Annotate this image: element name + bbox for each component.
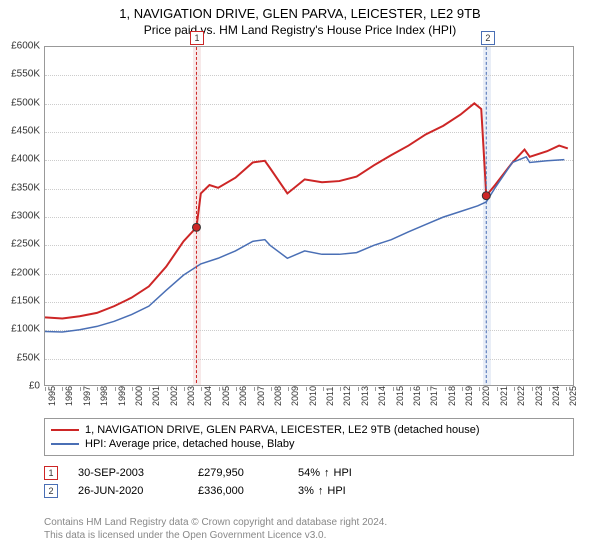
sale-price: £336,000 [198,485,278,497]
sale-hpi: 54% ↑ HPI [298,467,352,479]
x-tick-label: 1995 [47,386,57,406]
x-tick-label: 2013 [360,386,370,406]
y-tick-label: £50K [17,352,40,363]
x-tick-label: 2003 [186,386,196,406]
x-tick-label: 2012 [342,386,352,406]
legend: 1, NAVIGATION DRIVE, GLEN PARVA, LEICEST… [44,418,574,456]
y-tick-label: £0 [29,381,40,392]
legend-item: HPI: Average price, detached house, Blab… [51,437,567,451]
x-tick-label: 2002 [169,386,179,406]
legend-label: HPI: Average price, detached house, Blab… [85,438,295,450]
x-tick-label: 2015 [395,386,405,406]
footer-line-2: This data is licensed under the Open Gov… [44,529,574,542]
x-tick-label: 2008 [273,386,283,406]
chart-svg [45,47,573,385]
legend-swatch [51,429,79,431]
sale-marker-dot [482,192,490,200]
y-axis: £0£50K£100K£150K£200K£250K£300K£350K£400… [0,46,44,386]
y-tick-label: £500K [11,97,40,108]
chart-subtitle: Price paid vs. HM Land Registry's House … [0,21,600,37]
x-tick-label: 2005 [221,386,231,406]
sale-row: 2 26-JUN-2020 £336,000 3% ↑HPI [44,482,574,500]
x-tick-label: 1999 [117,386,127,406]
y-tick-label: £600K [11,41,40,52]
sale-marker-badge: 1 [190,31,204,45]
x-tick-label: 2019 [464,386,474,406]
y-tick-label: £200K [11,267,40,278]
y-tick-label: £550K [11,69,40,80]
x-tick-label: 1996 [64,386,74,406]
legend-swatch [51,443,79,445]
x-tick-label: 2006 [238,386,248,406]
x-tick-label: 2021 [499,386,509,406]
y-tick-label: £350K [11,182,40,193]
x-tick-label: 2022 [516,386,526,406]
sale-date: 26-JUN-2020 [78,485,178,497]
footer-line-1: Contains HM Land Registry data © Crown c… [44,516,574,529]
x-tick-label: 2007 [256,386,266,406]
x-tick-label: 2018 [447,386,457,406]
sale-hpi-label: HPI [327,485,345,497]
x-axis: 1995 1996 1997 1998 1999 2000 2001 2002 2003 2004… [44,388,574,418]
sale-badge: 1 [44,466,58,480]
y-tick-label: £450K [11,126,40,137]
sale-badge: 2 [44,484,58,498]
legend-label: 1, NAVIGATION DRIVE, GLEN PARVA, LEICEST… [85,424,480,436]
y-tick-label: £250K [11,239,40,250]
sales-table: 130-SEP-2003£279,95054%↑HPI226-JUN-2020£… [44,464,574,500]
arrow-up-icon: ↑ [324,467,330,479]
sale-hpi: 3% ↑HPI [298,485,346,497]
y-tick-label: £300K [11,211,40,222]
sale-marker-dot [192,223,200,231]
legend-item: 1, NAVIGATION DRIVE, GLEN PARVA, LEICEST… [51,423,567,437]
x-tick-label: 2011 [325,387,335,406]
sale-price: £279,950 [198,467,278,479]
x-tick-label: 2010 [308,386,318,406]
x-tick-label: 2017 [429,386,439,406]
x-tick-label: 2024 [551,386,561,406]
sale-date: 30-SEP-2003 [78,467,178,479]
x-tick-label: 2000 [134,386,144,406]
sale-hpi-pct: 54% [298,467,320,479]
sale-hpi-pct: 3% [298,485,314,497]
x-tick-label: 2016 [412,386,422,406]
x-tick-label: 1998 [99,386,109,406]
x-tick-label: 2025 [568,386,578,406]
chart-plot-area: 12 [44,46,574,386]
x-tick-label: 2001 [151,386,161,406]
sale-marker-badge: 2 [481,31,495,45]
chart-title: 1, NAVIGATION DRIVE, GLEN PARVA, LEICEST… [0,0,600,21]
footer-attribution: Contains HM Land Registry data © Crown c… [44,516,574,542]
x-tick-label: 2009 [290,386,300,406]
x-tick-label: 2020 [481,386,491,406]
sale-row: 1 30-SEP-2003 £279,950 54% ↑ HPI [44,464,574,482]
sale-hpi-label: HPI [334,467,352,479]
series-line-price_paid [45,103,568,318]
y-tick-label: £400K [11,154,40,165]
x-tick-label: 2014 [377,386,387,406]
x-tick-label: 2004 [203,386,213,406]
y-tick-label: £100K [11,324,40,335]
x-tick-label: 2023 [534,386,544,406]
x-tick-label: 1997 [82,386,92,406]
arrow-up-icon: ↑ [318,485,324,497]
y-tick-label: £150K [11,296,40,307]
